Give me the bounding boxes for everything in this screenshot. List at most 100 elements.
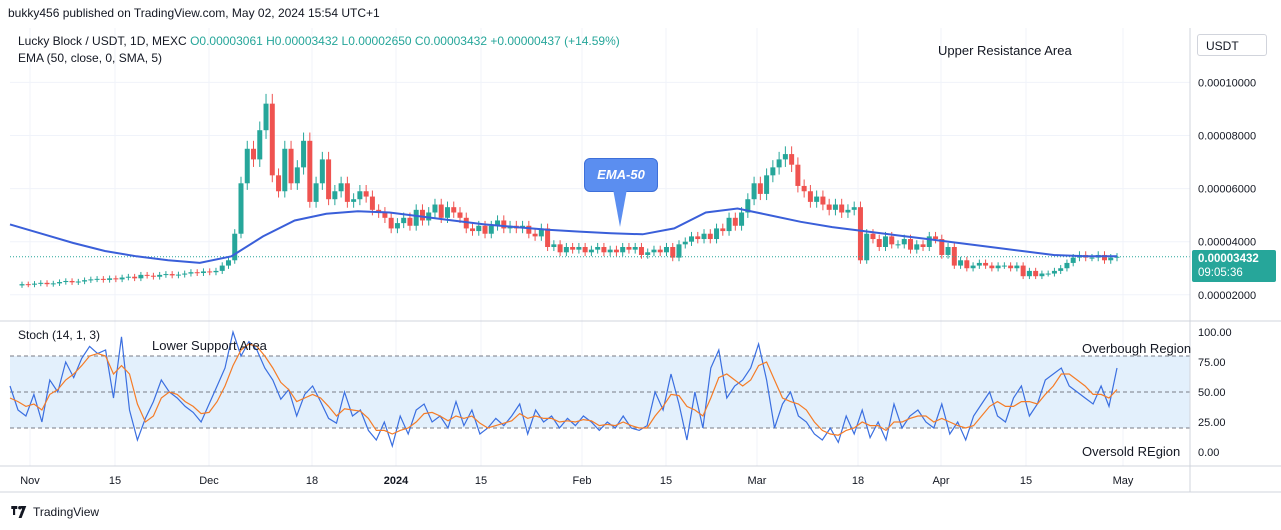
- stoch-d-line: [9, 343, 1118, 436]
- candle-body: [958, 260, 964, 266]
- candle-body: [495, 220, 501, 226]
- candle-body: [138, 274, 144, 279]
- oversold-note: Oversold REgion: [1082, 444, 1181, 459]
- candle-body: [75, 281, 81, 283]
- candle-body: [895, 244, 901, 246]
- candle-body: [620, 247, 626, 253]
- candle-body: [870, 233, 876, 240]
- candle-body: [1108, 257, 1114, 261]
- candle-body: [901, 239, 907, 245]
- candle-body: [269, 103, 275, 176]
- time-tick-label: 18: [306, 475, 318, 487]
- candle-body: [394, 223, 400, 229]
- candle-body: [1020, 265, 1026, 277]
- candle-body: [1008, 265, 1014, 269]
- candle-body: [707, 233, 713, 240]
- candle-body: [1101, 254, 1107, 261]
- last-price-tag: 0.00003432 09:05:36: [1192, 250, 1276, 282]
- candle-body: [676, 244, 682, 258]
- candle-body: [945, 247, 951, 255]
- candle-body: [864, 233, 870, 261]
- footer-branding[interactable]: TradingView: [10, 505, 99, 519]
- candle-body: [19, 284, 25, 286]
- candle-body: [288, 148, 294, 184]
- publisher-header: bukky456 published on TradingView.com, M…: [8, 6, 380, 20]
- candle-body: [294, 167, 300, 184]
- candle-body: [232, 233, 238, 261]
- chart-area[interactable]: 0.00010000 0.00008000 0.00006000 0.00004000…: [0, 0, 1281, 500]
- candle-body: [307, 140, 313, 202]
- time-tick-label: 2024: [384, 475, 409, 487]
- candle-body: [914, 244, 920, 250]
- candle-body: [319, 159, 325, 184]
- stoch-tick-label: 0.00: [1198, 447, 1219, 459]
- last-price: 0.00003432: [1198, 253, 1259, 265]
- candle-body: [219, 265, 225, 271]
- candle-body: [983, 262, 989, 266]
- candle-body: [44, 282, 50, 285]
- candle-body: [363, 191, 369, 197]
- candle-body: [38, 282, 44, 284]
- candle-body: [407, 217, 413, 226]
- candle-body: [532, 233, 538, 237]
- time-tick-label: 18: [852, 475, 864, 487]
- candle-body: [25, 284, 31, 286]
- candle-body: [63, 280, 69, 283]
- time-tick-label: 15: [475, 475, 487, 487]
- candle-body: [200, 271, 206, 274]
- candle-body: [670, 247, 676, 258]
- candle-body: [482, 225, 488, 234]
- candle-body: [989, 265, 995, 269]
- candle-body: [169, 274, 175, 276]
- candle-body: [964, 260, 970, 269]
- candle-body: [663, 247, 669, 253]
- candle-body: [701, 233, 707, 240]
- candle-body: [182, 273, 188, 275]
- candle-body: [32, 283, 38, 285]
- candle-body: [857, 207, 863, 261]
- candle-body: [832, 204, 838, 210]
- candle-body: [726, 217, 732, 232]
- candle-body: [770, 167, 776, 176]
- price-tick-label: 0.00010000: [1198, 77, 1256, 89]
- candle-body: [595, 247, 601, 250]
- ohlc-values: O0.00003061 H0.00003432 L0.00002650 C0.0…: [190, 34, 620, 48]
- candle-body: [1026, 270, 1032, 277]
- time-tick-label: Apr: [932, 475, 949, 487]
- candle-body: [538, 228, 544, 237]
- stoch-k-line: [9, 329, 1118, 449]
- candle-body: [714, 228, 720, 240]
- candle-body: [344, 183, 350, 202]
- candle-body: [1064, 262, 1070, 269]
- time-tick-label: Dec: [199, 475, 219, 487]
- candle-body: [826, 204, 832, 210]
- candle-body: [651, 249, 657, 253]
- currency-button[interactable]: USDT: [1197, 34, 1267, 56]
- candle-body: [732, 217, 738, 226]
- candle-body: [576, 247, 582, 250]
- ema-callout-pointer: [613, 189, 627, 227]
- candle-body: [939, 239, 945, 255]
- candle-body: [107, 278, 113, 280]
- candle-body: [626, 247, 632, 250]
- candle-body: [695, 236, 701, 240]
- candle-body: [570, 247, 576, 250]
- candle-body: [132, 276, 138, 279]
- candle-body: [1014, 265, 1020, 269]
- stoch-tick-label: 75.00: [1198, 357, 1226, 369]
- candle-body: [382, 212, 388, 218]
- price-tick-label: 0.00002000: [1198, 290, 1256, 302]
- candle-body: [757, 183, 763, 194]
- candle-body: [782, 154, 788, 160]
- symbol-label: Lucky Block / USDT, 1D, MEXC: [18, 34, 187, 48]
- candle-body: [388, 217, 394, 229]
- candle-body: [795, 164, 801, 186]
- upper-resistance-note: Upper Resistance Area: [938, 43, 1072, 58]
- stoch-legend: Stoch (14, 1, 3): [18, 328, 101, 342]
- candle-body: [1058, 268, 1064, 271]
- candle-body: [1089, 257, 1095, 259]
- candle-body: [401, 217, 407, 224]
- ema-legend: EMA (50, close, 0, SMA, 5): [18, 51, 163, 65]
- candle-body: [82, 280, 88, 282]
- candle-body: [820, 196, 826, 205]
